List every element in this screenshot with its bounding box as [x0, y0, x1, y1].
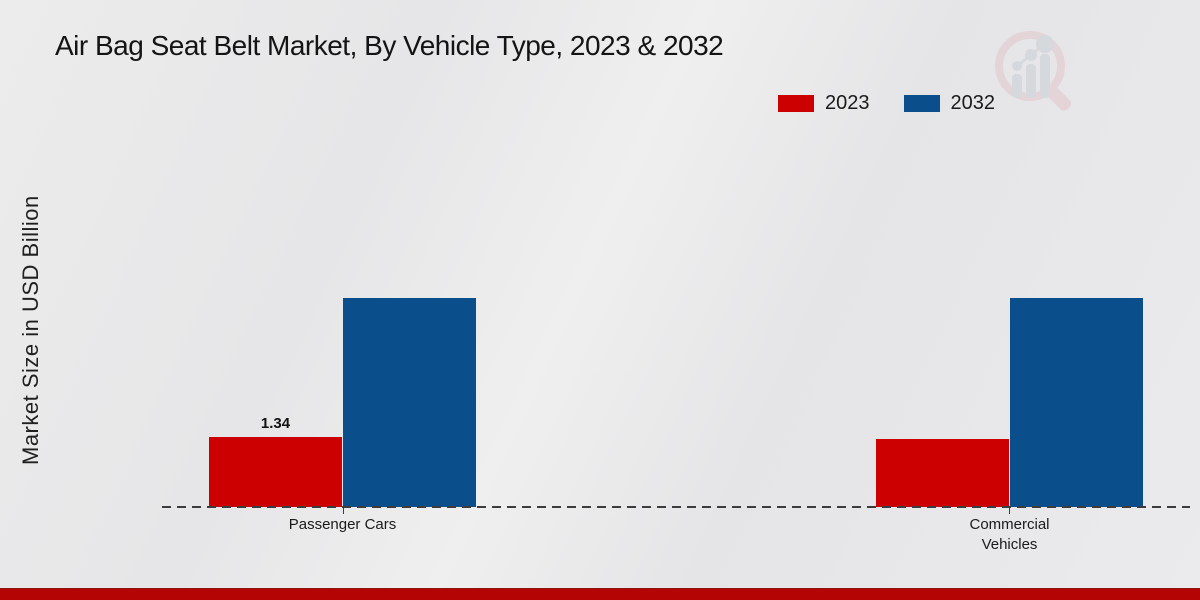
category-label-passenger-cars: Passenger Cars [288, 516, 397, 533]
footer-red-strip [0, 588, 1200, 600]
category-label-commercial-vehicles: Commercial Vehicles [969, 516, 1050, 553]
x-axis-line [162, 506, 1190, 508]
bar-2023-passenger-cars [209, 437, 342, 507]
legend: 2023 2032 [778, 92, 995, 115]
legend-label-2032: 2032 [950, 92, 996, 114]
bar-2023-commercial-vehicles [876, 439, 1009, 507]
bar-2032-commercial-vehicles [1010, 298, 1143, 507]
legend-item-2023: 2023 [778, 92, 870, 115]
legend-item-2032: 2032 [903, 92, 996, 115]
bar-2032-passenger-cars [343, 298, 476, 507]
magnifier-bar-chart-logo-icon [995, 31, 1072, 111]
axis-tick-passenger-cars [343, 508, 344, 514]
chart-title: Air Bag Seat Belt Market, By Vehicle Typ… [55, 30, 724, 61]
bar-value-label: 1.34 [260, 415, 291, 432]
axis-tick-commercial-vehicles [1009, 508, 1010, 514]
legend-swatch-2032 [903, 95, 940, 112]
legend-label-2023: 2023 [825, 92, 870, 114]
legend-swatch-2023 [778, 95, 814, 112]
